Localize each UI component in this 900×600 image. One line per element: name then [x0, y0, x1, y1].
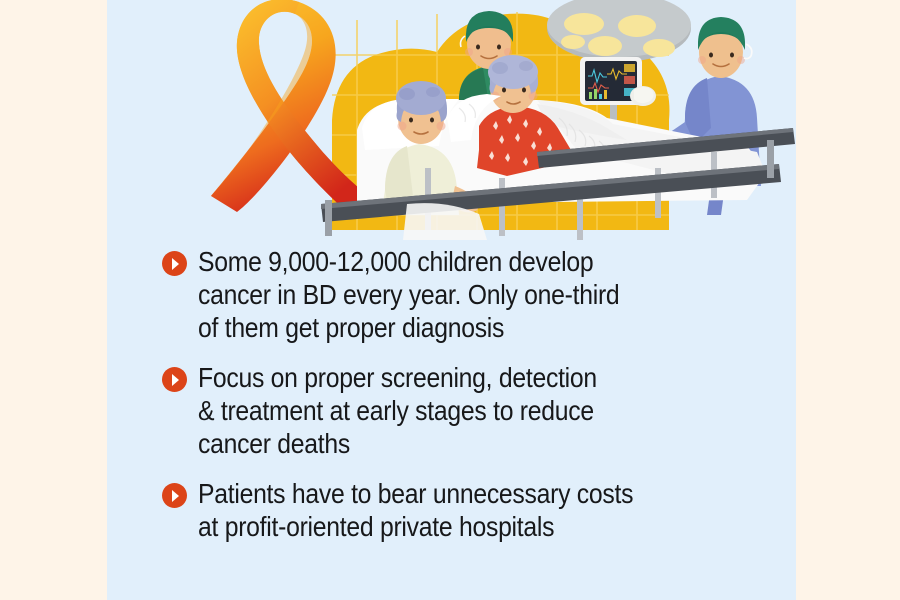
vital-signs-monitor [580, 57, 642, 152]
bullet-list: Some 9,000-12,000 children develop cance… [162, 245, 782, 560]
chevron-right-circle-icon [162, 367, 187, 392]
list-item: Focus on proper screening, detection & t… [162, 361, 782, 460]
chevron-right-circle-icon [162, 251, 187, 276]
bullet-incidence-text: Some 9,000-12,000 children develop cance… [198, 246, 620, 343]
bullet-screening-text: Focus on proper screening, detection & t… [198, 362, 597, 459]
surgical-lamp [547, 0, 691, 62]
list-item: Patients have to bear unnecessary costs … [162, 477, 782, 543]
list-item: Some 9,000-12,000 children develop cance… [162, 245, 782, 344]
chevron-right-circle-icon [162, 483, 187, 508]
bullet-costs-text: Patients have to bear unnecessary costs … [198, 478, 634, 542]
gloved-hand [630, 86, 656, 106]
awareness-ribbon [211, 0, 369, 212]
hospital-scene-illustration [107, 0, 796, 240]
content-panel: Some 9,000-12,000 children develop cance… [107, 0, 796, 600]
